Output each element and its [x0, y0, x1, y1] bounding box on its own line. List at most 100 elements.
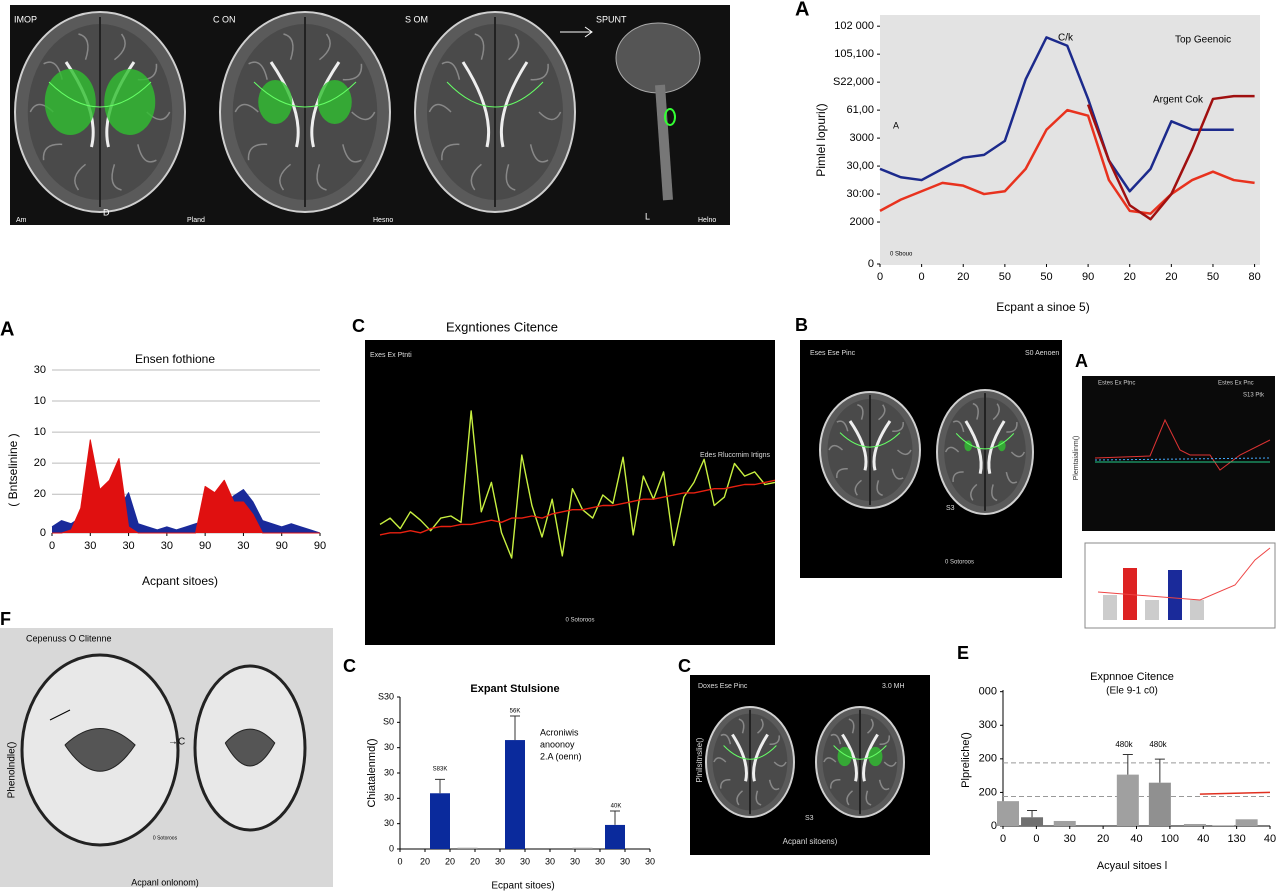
brain-fold [768, 779, 780, 791]
caption: 3.0 MH [882, 683, 905, 690]
brain-fold [247, 143, 268, 161]
sagittal-brain [615, 22, 701, 94]
y-tick-label: 200 [979, 786, 997, 798]
panel-label: E [957, 643, 969, 663]
small-bar [1168, 570, 1182, 620]
x-tick-label: 90 [1082, 271, 1094, 283]
annotations: 40K [611, 804, 622, 810]
x-label: Ecpant a sinoe 5) [996, 300, 1089, 314]
corner-label: Pland [187, 217, 205, 224]
brain-fold [1010, 451, 1026, 458]
panel-b-texts: B Eses Ese Pinc S0 Aenoen S3 0 Sotoroos [795, 315, 1059, 566]
error-bar [610, 810, 620, 825]
illustrations [14, 11, 1271, 847]
scale-label: S0 Aenoen [1025, 350, 1059, 357]
panel-label: C [343, 656, 356, 676]
x-tick-label: 30 [84, 540, 96, 552]
y-tick-label: S22,000 [833, 76, 874, 88]
x-tick-label: 30 [570, 856, 580, 866]
brain-fold [952, 471, 964, 482]
annotations: A [893, 120, 899, 130]
bar [1183, 823, 1206, 826]
brain-fold [428, 103, 452, 113]
trace [1097, 547, 1271, 601]
bar [1235, 819, 1258, 826]
y-label: Plpreliche() [960, 732, 972, 788]
x-label: Acpant sitoes) [142, 574, 218, 588]
small-bar [1123, 568, 1137, 620]
brain-fold [836, 420, 849, 432]
small-bar [1190, 600, 1204, 620]
corner: Exes Ex Ptnti [370, 352, 412, 359]
signal-panel [365, 340, 775, 645]
y-tick-label: 000 [979, 686, 997, 698]
x-tick-label: 30 [122, 540, 134, 552]
x-tick-label: 90 [199, 540, 211, 552]
annotations: C/k [1058, 33, 1074, 44]
small-chart-panel [1082, 376, 1275, 531]
title: Expant Stulsione [470, 683, 559, 695]
annotations: S83K [433, 767, 448, 773]
y-axis-label: Phenolndle() [7, 742, 18, 799]
brain-fold [991, 484, 998, 502]
brain-fold [351, 111, 376, 121]
x-tick-label: 0 [49, 540, 55, 552]
brain-fold [470, 163, 482, 191]
skull-structure [64, 728, 136, 772]
x-tick-label: 90 [276, 540, 288, 552]
brain-fold [508, 33, 520, 61]
title: Exgntiones Citence [446, 319, 558, 334]
brain-fold [970, 483, 978, 501]
annotations: anoonoy [540, 739, 575, 749]
brain-fold [720, 733, 732, 745]
ventricle [461, 61, 529, 148]
trace [1094, 418, 1271, 471]
ventricle [269, 61, 341, 148]
brain-fold [892, 421, 904, 433]
annotations: 56K [510, 709, 521, 715]
brain-fold [878, 779, 890, 791]
x-tick-label: 0 [397, 856, 402, 866]
bar [505, 740, 525, 849]
corner-label: D [103, 207, 110, 217]
x-tick-label: 80 [1248, 271, 1260, 283]
y-tick-label: 0 [868, 258, 874, 270]
x-tick-label: 20 [445, 856, 455, 866]
y-tick-label: 61,00 [846, 104, 874, 116]
brain-fold [972, 402, 979, 420]
trace [1094, 457, 1271, 461]
annotations: 480k [1149, 740, 1167, 749]
overlay [258, 80, 293, 124]
brain-fold [828, 444, 844, 451]
small-bar [1145, 600, 1159, 620]
brain-fold [756, 718, 764, 734]
tract-overlay [955, 433, 1015, 450]
brain-fold [883, 761, 897, 767]
caption: Estes Ex Pnc [1218, 381, 1254, 387]
x-tick-label: 0 [877, 271, 883, 283]
brain-fold [992, 403, 1000, 421]
brain-fold [854, 479, 862, 496]
brain-fold [865, 790, 872, 806]
tract-overlay [48, 81, 152, 108]
caption: Eses Ese Pinc [810, 350, 856, 357]
scale-label: S13 Ptk [1243, 393, 1265, 399]
overlay [837, 746, 852, 767]
brain-fold [441, 61, 461, 80]
bar [1212, 825, 1235, 826]
x-tick-label: 30 [161, 540, 173, 552]
y-tick-label: 0 [389, 843, 394, 853]
error-bar [510, 715, 520, 741]
corner-label: L [645, 211, 650, 221]
brain-fold [316, 164, 327, 191]
marker: S3 [805, 815, 814, 822]
x-tick-label: 30 [520, 856, 530, 866]
y-tick-label: 30 [34, 364, 46, 376]
brain-fold [891, 468, 904, 480]
brainstem [655, 84, 673, 201]
x-tick-label: 40 [1197, 833, 1209, 845]
panel-label: A [0, 318, 14, 340]
error-bar [1027, 810, 1038, 818]
brain-fold [137, 144, 157, 163]
skull-structure [224, 728, 276, 767]
